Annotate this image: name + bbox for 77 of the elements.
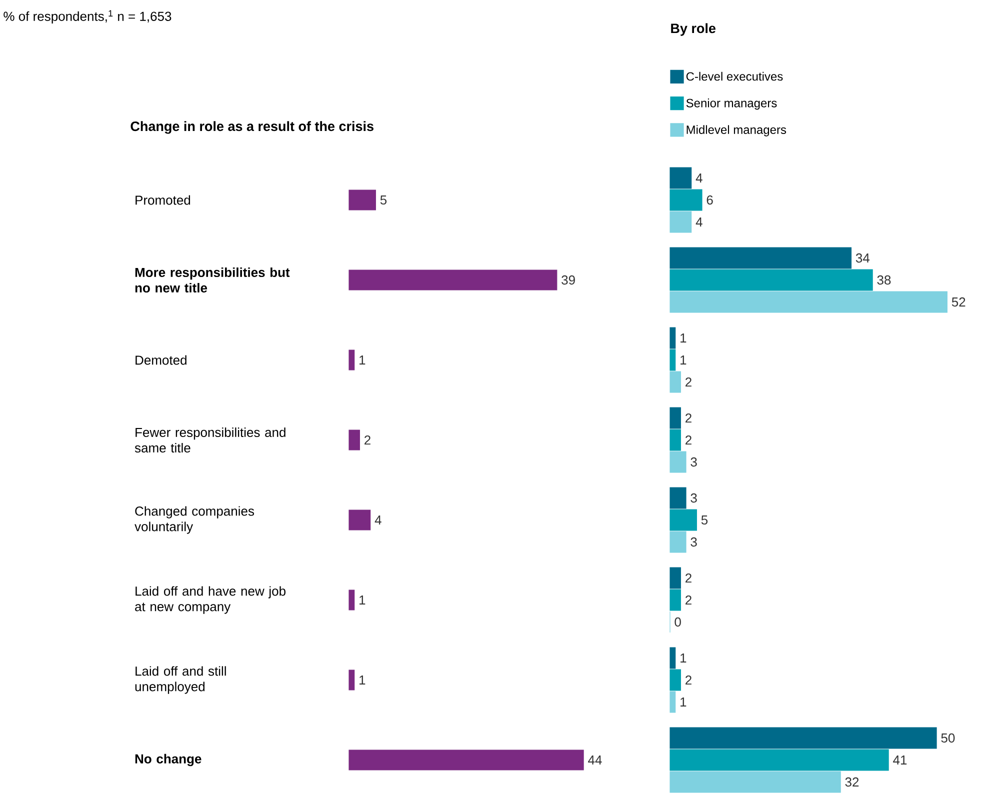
data-label: 44 (588, 756, 602, 764)
data-label: 1 (360, 676, 366, 684)
data-label: 50 (941, 733, 955, 743)
bar (348, 270, 558, 290)
bar (670, 487, 686, 509)
bar (348, 670, 355, 690)
data-label: 41 (893, 756, 907, 764)
data-label: 2 (364, 435, 370, 445)
bar (670, 451, 686, 473)
bar (670, 211, 692, 233)
bar (670, 771, 841, 793)
data-label: 2 (686, 573, 692, 583)
legend-label: Midlevel managers (686, 125, 786, 136)
data-label: 2 (686, 413, 692, 423)
bar (348, 350, 355, 370)
data-label: 34 (856, 253, 870, 263)
bar (670, 567, 681, 589)
bar (670, 291, 948, 313)
bar (670, 371, 681, 393)
chart-title: Change in role as a result of the crisis (130, 121, 374, 134)
bar (348, 430, 360, 450)
data-label: 2 (686, 377, 692, 387)
bar (670, 669, 681, 691)
data-label: 52 (952, 297, 966, 307)
y-tick-label: Fewer responsibilities and same title (134, 427, 286, 453)
bar (670, 167, 692, 189)
y-tick-label: Laid off and have new job at new company (135, 586, 286, 614)
bar (670, 531, 686, 553)
bar (670, 647, 676, 669)
bar (670, 407, 681, 429)
bar (348, 510, 371, 530)
y-tick-label: More responsibilities but no new title (135, 267, 290, 293)
bar (670, 589, 681, 611)
bar (670, 509, 697, 531)
y-tick-label: Laid off and still unemployed (135, 666, 226, 694)
data-label: 3 (690, 537, 697, 547)
data-label: 1 (680, 356, 686, 364)
chart-title: By role (671, 23, 716, 36)
bar (670, 691, 676, 713)
y-tick-label: Promoted (136, 195, 190, 205)
data-label: 1 (360, 356, 366, 364)
data-label: 1 (680, 654, 686, 662)
legend-label: C-level executives (686, 72, 783, 81)
data-label: 0 (674, 617, 681, 627)
text: % of respondents,$^{1}$ n = 1,653 (4, 10, 172, 24)
bar (348, 750, 584, 770)
bar (670, 189, 702, 211)
data-label: 4 (696, 174, 702, 182)
bar (670, 269, 873, 291)
data-label: 2 (686, 595, 692, 605)
data-label: 1 (680, 698, 686, 706)
bar (348, 190, 376, 210)
data-label: 2 (686, 435, 692, 445)
y-tick-label: Changed companies voluntarily (134, 506, 254, 534)
data-label: 3 (690, 457, 697, 467)
y-tick-label: Demoted (136, 355, 186, 365)
data-label: 5 (380, 195, 387, 205)
data-label: 3 (690, 493, 697, 503)
bar (670, 429, 681, 451)
data-label: 6 (706, 195, 713, 205)
data-label: 32 (845, 777, 859, 787)
y-tick-label: No change (135, 754, 202, 766)
data-label: 1 (680, 334, 686, 342)
bar (670, 727, 937, 749)
bar (670, 749, 889, 771)
bar (670, 349, 676, 371)
data-label: 5 (701, 515, 708, 525)
data-label: 4 (696, 218, 702, 226)
data-label: 2 (686, 675, 692, 685)
data-label: 38 (877, 275, 891, 285)
bar (670, 247, 852, 269)
legend-label: Senior managers (686, 98, 777, 110)
bar (670, 327, 676, 349)
data-label: 1 (360, 596, 366, 604)
data-label: 39 (562, 275, 575, 285)
data-label: 4 (374, 516, 382, 524)
bar (348, 590, 355, 610)
